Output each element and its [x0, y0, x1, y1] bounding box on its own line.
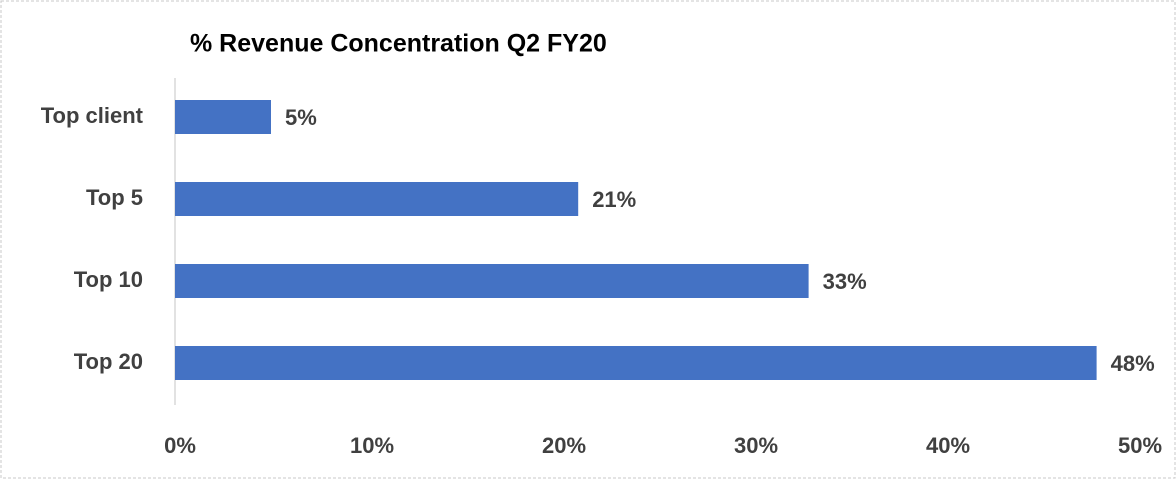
data-label: 48% — [1111, 351, 1155, 376]
y-tick-label: Top 5 — [86, 185, 143, 210]
chart-title: % Revenue Concentration Q2 FY20 — [190, 30, 607, 58]
y-tick-label: Top 10 — [74, 267, 143, 292]
data-label: 5% — [285, 105, 317, 130]
y-tick-label: Top 20 — [74, 349, 143, 374]
x-tick-label: 20% — [542, 433, 586, 458]
y-tick-label: Top client — [41, 103, 144, 128]
bar — [175, 182, 579, 216]
x-tick-label: 30% — [734, 433, 778, 458]
x-tick-label: 40% — [926, 433, 970, 458]
data-label: 33% — [823, 269, 867, 294]
x-tick-label: 50% — [1118, 433, 1162, 458]
x-tick-label: 10% — [350, 433, 394, 458]
bar — [175, 100, 271, 134]
bar — [175, 346, 1097, 380]
data-label: 21% — [592, 187, 636, 212]
x-tick-label: 0% — [164, 433, 196, 458]
bar — [175, 264, 809, 298]
